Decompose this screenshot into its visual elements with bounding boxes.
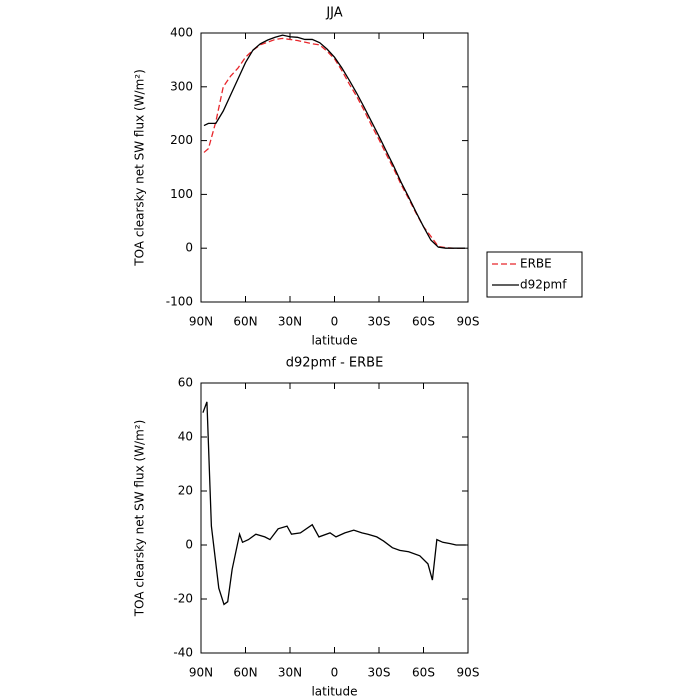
data-line [203, 37, 466, 249]
x-axis-label: latitude [311, 685, 357, 699]
x-tick-label: 60N [233, 315, 257, 329]
y-tick-label: 300 [170, 79, 193, 93]
chart-title: JJA [325, 6, 342, 21]
x-tick-label: 30N [278, 315, 302, 329]
y-tick-label: 400 [170, 26, 193, 40]
data-line [202, 401, 466, 606]
chart-title: d92pmf - ERBE [286, 356, 384, 371]
x-tick-label: 90S [457, 666, 480, 680]
y-tick-label: 40 [178, 430, 193, 444]
y-tick-label: -100 [166, 295, 193, 309]
y-tick-label: -20 [173, 592, 193, 606]
x-tick-label: 60S [412, 666, 435, 680]
legend-box [486, 251, 583, 298]
y-tick-label: 60 [178, 376, 193, 390]
plot-frame [200, 382, 469, 654]
y-tick-label: 100 [170, 187, 193, 201]
x-tick-label: 60S [412, 315, 435, 329]
x-tick-label: 90S [457, 315, 480, 329]
x-tick-label: 0 [331, 315, 339, 329]
x-tick-label: 60N [233, 666, 257, 680]
legend-label: ERBE [520, 257, 552, 271]
legend-label: d92pmf [520, 278, 567, 292]
y-axis-label: TOA clearsky net SW flux (W/m²) [133, 420, 147, 618]
y-tick-label: 0 [185, 241, 193, 255]
y-tick-label: 20 [178, 484, 193, 498]
x-tick-label: 90N [189, 666, 213, 680]
x-tick-label: 30S [368, 666, 391, 680]
x-tick-label: 30S [368, 315, 391, 329]
x-tick-label: 90N [189, 315, 213, 329]
x-tick-label: 0 [331, 666, 339, 680]
x-axis-label: latitude [311, 334, 357, 348]
data-line [203, 34, 466, 249]
y-tick-label: 0 [185, 538, 193, 552]
y-tick-label: -40 [173, 646, 193, 660]
y-axis-label: TOA clearsky net SW flux (W/m²) [133, 69, 147, 267]
y-tick-label: 200 [170, 133, 193, 147]
x-tick-label: 30N [278, 666, 302, 680]
